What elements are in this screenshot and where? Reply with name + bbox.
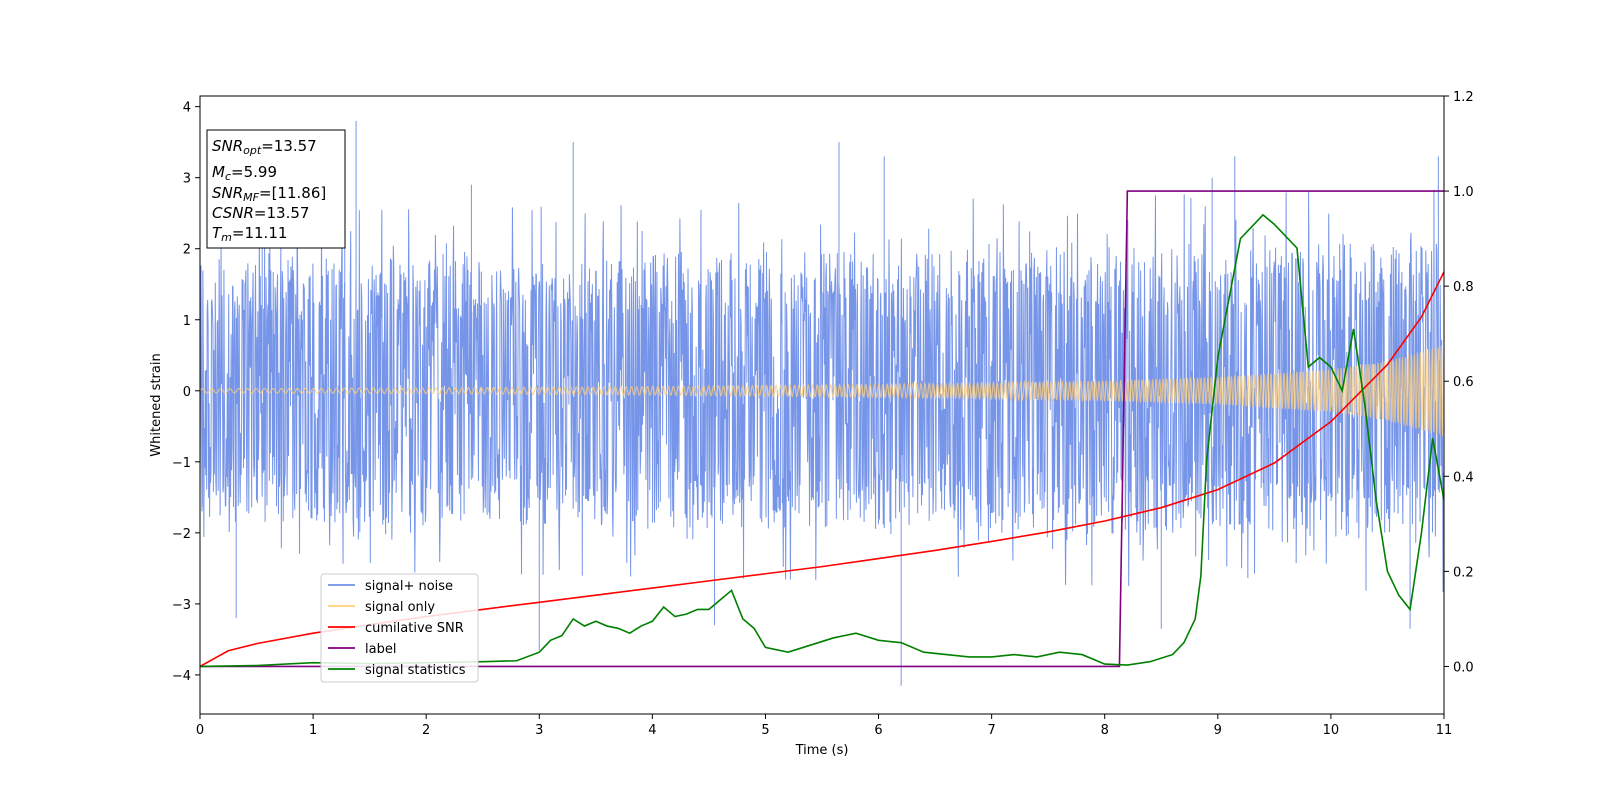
y-tick-label: 0 [183, 385, 191, 400]
y2-tick-label: 1.2 [1453, 90, 1474, 105]
legend-label-signal-statistics: signal statistics [365, 663, 466, 678]
x-tick-label: 7 [987, 723, 995, 738]
y-tick-label: 1 [183, 314, 191, 329]
y2-tick-label: 0.8 [1453, 280, 1474, 295]
x-tick-label: 4 [648, 723, 656, 738]
x-tick-label: 3 [535, 723, 543, 738]
info-csnr: CSNR=13.57 [212, 204, 309, 222]
legend: signal+ noise signal only cumilative SNR… [320, 573, 479, 683]
series-signal-only [200, 345, 1444, 437]
legend-label-cumulative-snr: cumilative SNR [365, 621, 464, 636]
x-tick-label: 5 [761, 723, 769, 738]
x-tick-label: 9 [1214, 723, 1222, 738]
x-axis-label: Time (s) [795, 743, 849, 758]
y2-tick-label: 0.6 [1453, 375, 1474, 390]
legend-label-signal-noise: signal+ noise [365, 579, 453, 594]
y-tick-label: 2 [183, 243, 191, 258]
x-tick-label: 8 [1101, 723, 1109, 738]
series-label [200, 190, 1444, 668]
info-tm: Tm=11.11 [212, 224, 287, 244]
y-tick-label: −2 [172, 527, 191, 542]
y-tick-label: −3 [172, 598, 191, 613]
x-tick-label: 6 [874, 723, 882, 738]
y-axis-label: Whitened strain [149, 353, 164, 456]
legend-label-label: label [365, 642, 396, 657]
info-snr-mf: SNRMF=[11.86] [212, 184, 326, 204]
info-box: SNRopt=13.57 Mc=5.99 SNRMF=[11.86] CSNR=… [206, 129, 346, 249]
axes-layer: 0 1 2 3 4 5 6 7 8 9 10 11 −4 −3 −2 −1 0 1 2 3 4 0.0 0.2 0.4 0.6 0… [172, 90, 1474, 738]
series-signal-noise [200, 120, 1444, 686]
y-tick-label: −1 [172, 456, 191, 471]
legend-frame [320, 573, 479, 683]
y-tick-label: −4 [172, 669, 191, 684]
x-tick-label: 0 [196, 723, 204, 738]
y-tick-label: 3 [183, 172, 191, 187]
x-tick-label: 11 [1436, 723, 1453, 738]
series-layer [200, 120, 1444, 686]
legend-label-signal-only: signal only [365, 600, 435, 615]
y2-tick-label: 1.0 [1453, 185, 1474, 200]
info-snr-opt: SNRopt=13.57 [212, 137, 317, 157]
y-tick-label: 4 [183, 101, 191, 116]
x-tick-label: 10 [1323, 723, 1340, 738]
x-tick-label: 2 [422, 723, 430, 738]
info-mc: Mc=5.99 [212, 163, 277, 183]
info-box-frame [206, 129, 346, 249]
y2-tick-label: 0.4 [1453, 470, 1474, 485]
plot-frame [199, 95, 1445, 715]
series-signal-statistics [200, 213, 1444, 668]
y2-tick-label: 0.0 [1453, 660, 1474, 675]
y2-tick-label: 0.2 [1453, 565, 1474, 580]
x-tick-label: 1 [309, 723, 317, 738]
